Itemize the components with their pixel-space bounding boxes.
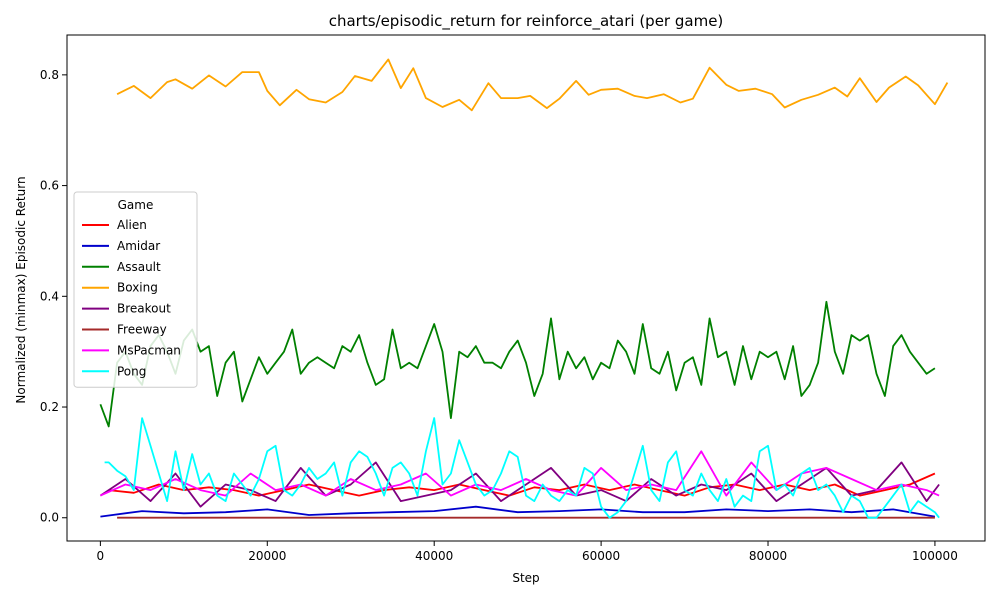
legend-label-boxing: Boxing	[117, 281, 158, 295]
series-line-mspacman	[100, 450, 940, 497]
x-tick-label: 20000	[248, 549, 286, 563]
x-tick-label: 100000	[912, 549, 958, 563]
x-axis: 0 20000 40000 60000 80000 100000	[97, 541, 958, 563]
legend-label-alien: Alien	[117, 218, 147, 232]
legend-label-assault: Assault	[117, 260, 161, 274]
legend-label-freeway: Freeway	[117, 323, 167, 337]
y-axis-label: Normalized (minmax) Episodic Return	[14, 176, 28, 403]
y-axis: 0.0 0.2 0.4 0.6 0.8	[40, 68, 67, 525]
series-line-amidar	[100, 505, 936, 518]
legend-label-breakout: Breakout	[117, 302, 171, 316]
y-tick-label: 0.6	[40, 179, 59, 193]
x-tick-label: 40000	[415, 549, 453, 563]
legend-label-pong: Pong	[117, 364, 146, 378]
plot-frame	[66, 34, 986, 542]
x-tick-label: 0	[97, 549, 105, 563]
y-tick-label: 0.4	[40, 289, 59, 303]
y-tick-label: 0.0	[40, 511, 59, 525]
series-line-pong	[104, 417, 940, 519]
series-line-boxing	[116, 58, 949, 112]
series-line-breakout	[99, 461, 940, 508]
legend-title: Game	[118, 198, 154, 212]
x-tick-label: 60000	[582, 549, 620, 563]
legend-label-amidar: Amidar	[117, 239, 160, 253]
plot-area	[66, 34, 986, 542]
legend: Game Alien Amidar Assault Boxing Breakout Free…	[73, 191, 198, 388]
y-tick-label: 0.8	[40, 68, 59, 82]
x-tick-label: 80000	[749, 549, 787, 563]
legend-box	[73, 191, 198, 388]
legend-label-mspacman: MsPacman	[117, 343, 181, 357]
series-line-assault	[99, 300, 936, 428]
x-axis-label: Step	[512, 571, 539, 585]
chart-title: charts/episodic_return for reinforce_ata…	[329, 12, 724, 31]
y-tick-label: 0.2	[40, 400, 59, 414]
